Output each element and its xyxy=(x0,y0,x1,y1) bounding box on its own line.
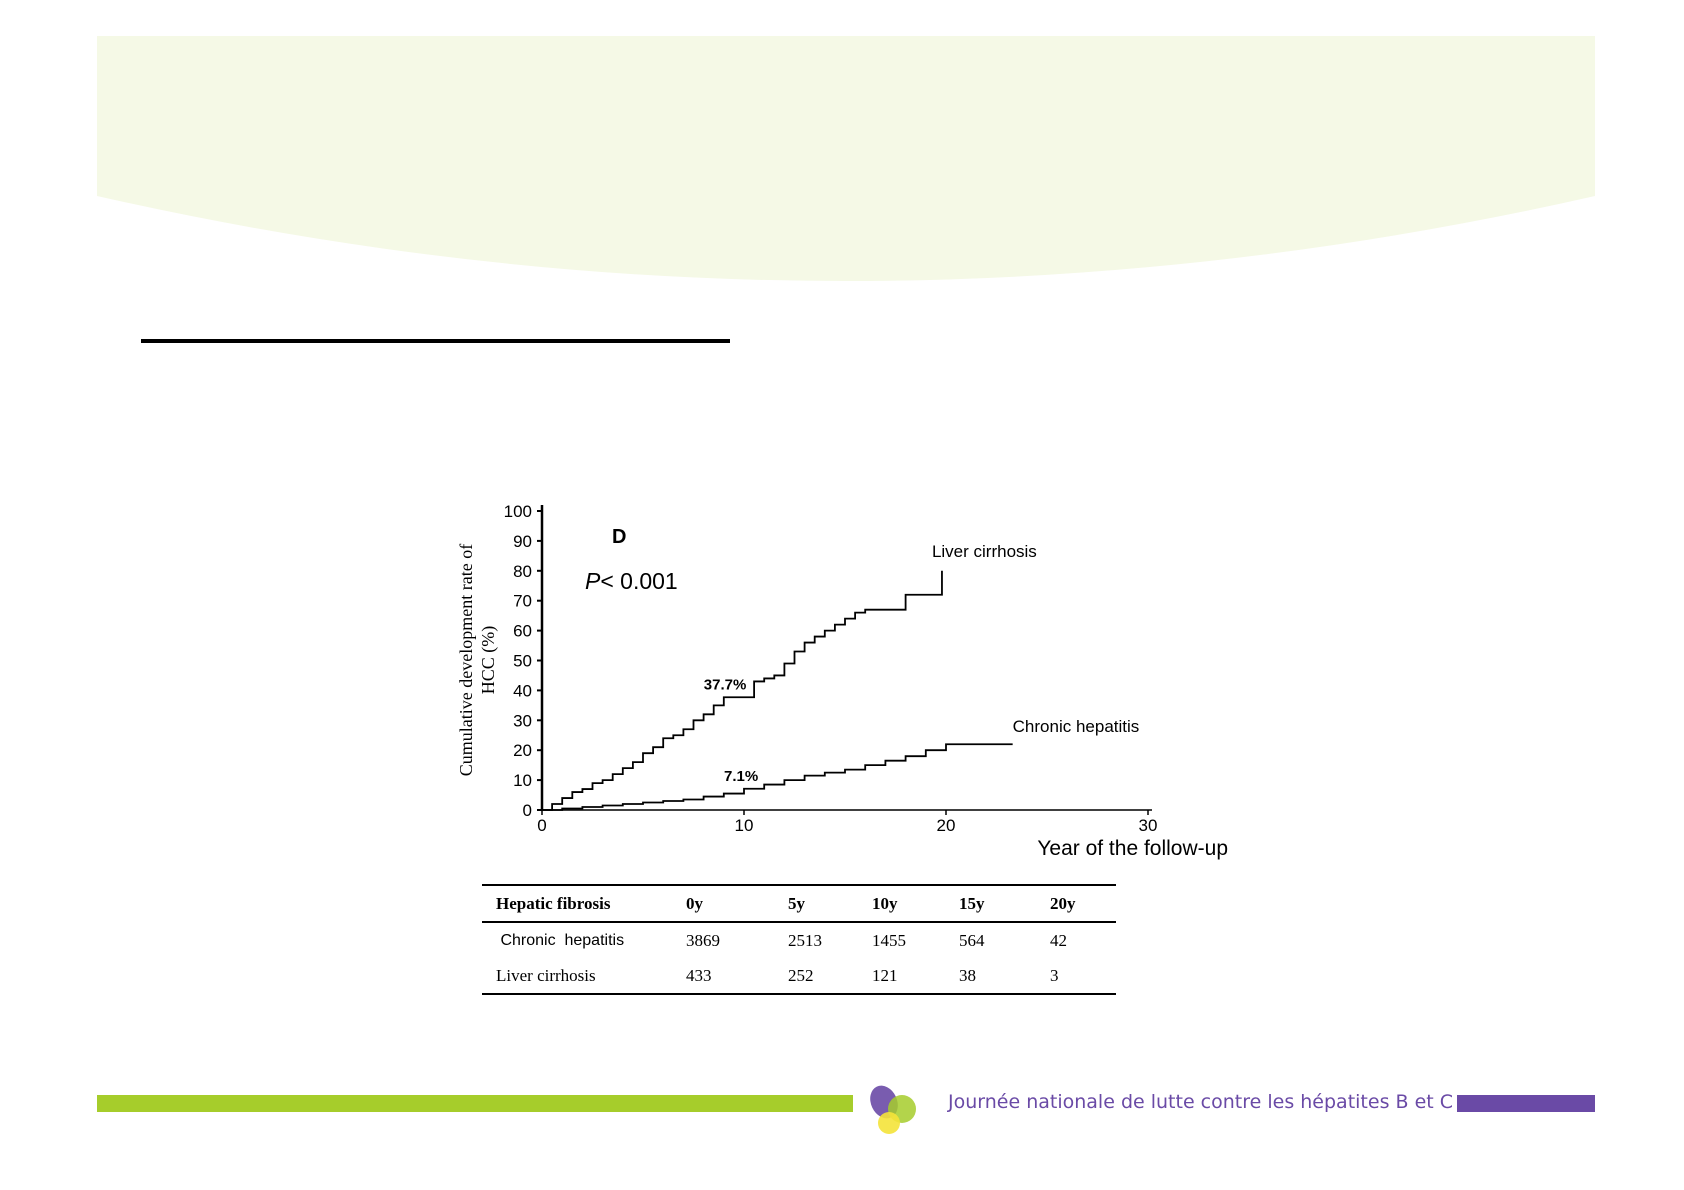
header-0y: 0y xyxy=(686,893,703,913)
hcc-cumulative-incidence-chart: 0 10 20 30 40 50 60 70 80 90 100 0 10 20 30 Liver cirr… xyxy=(456,502,1228,860)
chart-series xyxy=(542,570,1013,811)
table-cell: 433 xyxy=(686,965,712,985)
table-row: Liver cirrhosis 433 252 121 38 3 xyxy=(482,958,1116,994)
x-axis-label: Year of the follow-up xyxy=(1037,837,1228,860)
header-band xyxy=(97,36,1595,281)
table-cell: 1455 xyxy=(872,930,906,950)
series-label-chronic-hepatitis: Chronic hepatitis xyxy=(1013,717,1140,736)
y-tick-label: 60 xyxy=(513,622,532,641)
series-line-liver-cirrhosis xyxy=(542,570,943,811)
table-header-row: Hepatic fibrosis 0y 5y 10y 15y 20y xyxy=(482,885,1116,922)
y-tick-label: 30 xyxy=(513,711,532,730)
y-tick-label: 20 xyxy=(513,741,532,760)
x-tick-label: 30 xyxy=(1139,816,1158,835)
annotation-label: 7.1% xyxy=(724,768,758,785)
y-tick-label: 10 xyxy=(513,771,532,790)
annotation-label: 37.7% xyxy=(704,676,747,693)
p-value-label: P< 0.001 xyxy=(585,568,678,594)
header-15y: 15y xyxy=(959,893,985,913)
row-label-chronic-hepatitis: Chronic hepatitis xyxy=(496,931,625,949)
y-tick-label: 40 xyxy=(513,681,532,700)
table-cell: 121 xyxy=(872,965,898,985)
chart-labels: Liver cirrhosis Chronic hepatitis 37.7% 7.1… xyxy=(456,526,1228,860)
header-10y: 10y xyxy=(872,893,898,913)
table-cell: 42 xyxy=(1050,930,1067,950)
header-20y: 20y xyxy=(1050,893,1076,913)
header-hepatic-fibrosis: Hepatic fibrosis xyxy=(496,893,611,913)
y-axis-label: Cumulative development rate of HCC (%) xyxy=(456,544,499,776)
chart-axes: 0 10 20 30 40 50 60 70 80 90 100 0 10 20 30 xyxy=(504,502,1158,835)
title-underline xyxy=(141,339,730,343)
y-tick-label: 70 xyxy=(513,592,532,611)
x-tick-label: 0 xyxy=(537,816,546,835)
table-cell: 252 xyxy=(788,965,814,985)
table-row: Chronic hepatitis 3869 2513 1455 564 42 xyxy=(482,922,1116,958)
table-cell: 564 xyxy=(959,930,985,950)
series-line-chronic-hepatitis xyxy=(542,743,1013,811)
table-cell: 3869 xyxy=(686,930,720,950)
y-tick-label: 100 xyxy=(504,502,532,521)
y-tick-label: 0 xyxy=(523,801,532,820)
x-tick-label: 20 xyxy=(937,816,956,835)
table-cell: 2513 xyxy=(788,930,822,950)
footer-green-bar xyxy=(97,1095,853,1112)
table-cell: 3 xyxy=(1050,965,1059,985)
y-tick-label: 50 xyxy=(513,652,532,671)
table-cell: 38 xyxy=(959,965,976,985)
header-5y: 5y xyxy=(788,893,805,913)
series-label-liver-cirrhosis: Liver cirrhosis xyxy=(932,542,1037,561)
footer-purple-bar xyxy=(1457,1095,1595,1112)
number-at-risk-table: Hepatic fibrosis 0y 5y 10y 15y 20y Chron… xyxy=(482,884,1116,995)
footer-event-name: Journée nationale de lutte contre les hé… xyxy=(948,1091,1454,1113)
x-tick-label: 10 xyxy=(735,816,754,835)
y-tick-label: 80 xyxy=(513,562,532,581)
row-label-liver-cirrhosis: Liver cirrhosis xyxy=(496,965,596,985)
panel-label: D xyxy=(612,526,626,548)
y-tick-label: 90 xyxy=(513,532,532,551)
three-overlapping-drops-logo-icon xyxy=(870,1085,916,1134)
